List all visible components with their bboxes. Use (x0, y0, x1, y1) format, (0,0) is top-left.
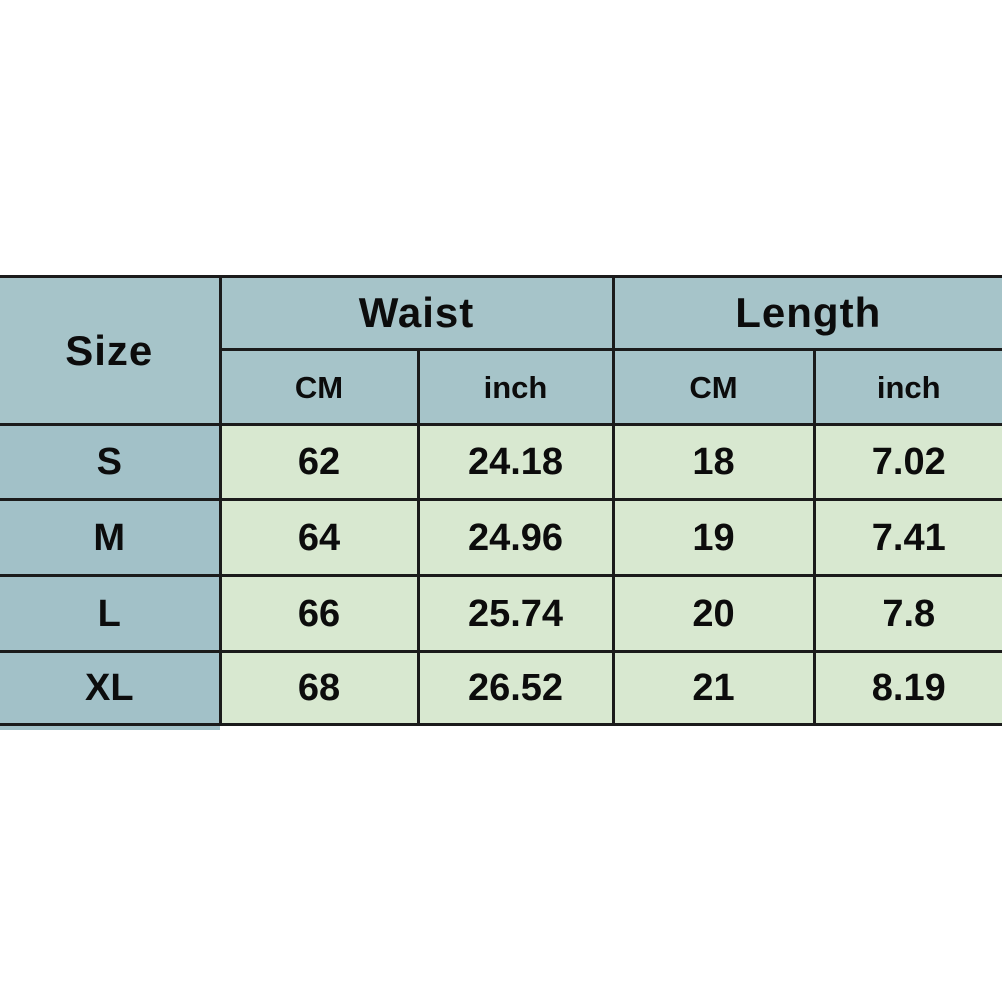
table-row-m: M 64 24.96 19 7.41 (0, 498, 1002, 577)
length-cm-value: 20 (611, 574, 816, 653)
waist-cm-value: 66 (218, 574, 420, 653)
size-chart-table: Size Waist Length CM inch CM inch S 62 2… (0, 275, 1002, 726)
waist-cm-header: CM (220, 348, 420, 426)
length-inch-header: inch (812, 348, 1002, 426)
length-cm-value: 21 (611, 650, 816, 726)
waist-cm-value: 68 (218, 650, 420, 726)
waist-cm-value: 62 (218, 423, 420, 501)
length-cm-value: 18 (611, 423, 816, 501)
size-value: S (0, 423, 222, 501)
table-row-l: L 66 25.74 20 7.8 (0, 574, 1002, 653)
waist-inch-value: 24.96 (416, 498, 615, 577)
size-value: M (0, 498, 222, 577)
waist-inch-header: inch (416, 348, 615, 426)
length-group-header: Length (611, 275, 1002, 351)
length-inch-value: 8.19 (812, 650, 1002, 726)
cropped-next-row-remnant (0, 726, 220, 730)
length-inch-value: 7.8 (812, 574, 1002, 653)
size-value: L (0, 574, 222, 653)
table-row-s: S 62 24.18 18 7.02 (0, 423, 1002, 501)
length-cm-header: CM (611, 348, 816, 426)
length-inch-value: 7.02 (812, 423, 1002, 501)
length-cm-value: 19 (611, 498, 816, 577)
waist-inch-value: 25.74 (416, 574, 615, 653)
waist-inch-value: 26.52 (416, 650, 615, 726)
size-column-header: Size (0, 275, 222, 426)
length-inch-value: 7.41 (812, 498, 1002, 577)
waist-inch-value: 24.18 (416, 423, 615, 501)
size-value: XL (0, 650, 222, 726)
waist-cm-value: 64 (218, 498, 420, 577)
table-row-xl: XL 68 26.52 21 8.19 (0, 650, 1002, 726)
waist-group-header: Waist (218, 275, 615, 351)
